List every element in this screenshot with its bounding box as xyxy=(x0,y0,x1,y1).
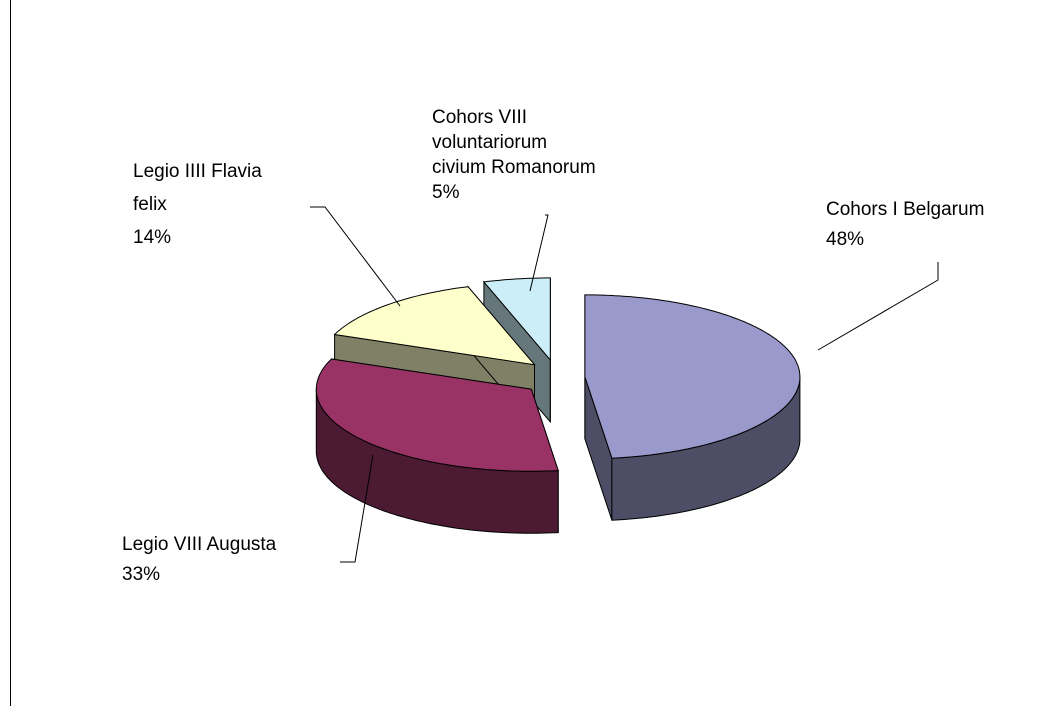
value-label: 14% xyxy=(133,227,171,248)
slice xyxy=(333,286,536,366)
label-line: civium Romanorum xyxy=(432,157,596,178)
category-label: Cohors I Belgarum xyxy=(826,199,984,220)
label-line: voluntariorum xyxy=(432,132,552,153)
value-label: 5% xyxy=(432,182,460,203)
leader-line xyxy=(340,454,374,563)
leader-line xyxy=(817,262,939,351)
category-label: Legio VIII Augusta xyxy=(122,534,277,555)
leader-line xyxy=(310,206,401,307)
slice xyxy=(584,294,801,459)
pie xyxy=(315,277,801,534)
label-line: felix xyxy=(133,194,167,215)
leader-line xyxy=(529,214,549,292)
label-line: Legio VIII Augusta xyxy=(122,534,277,555)
label-line: Cohors I Belgarum xyxy=(826,199,984,220)
label-line: Legio IIII Flavia xyxy=(133,161,267,182)
labels: Cohors I Belgarum 48% Legio VIII Augusta 33… xyxy=(122,107,984,585)
category-label: Legio IIII Flavia felix xyxy=(133,161,267,215)
value-label: 33% xyxy=(122,564,160,585)
category-label: Cohors VIII voluntariorum civium Romanor… xyxy=(432,107,596,178)
label-line: Cohors VIII xyxy=(432,107,532,128)
value-label: 48% xyxy=(826,229,864,250)
slice xyxy=(482,277,551,362)
slice xyxy=(315,358,559,472)
